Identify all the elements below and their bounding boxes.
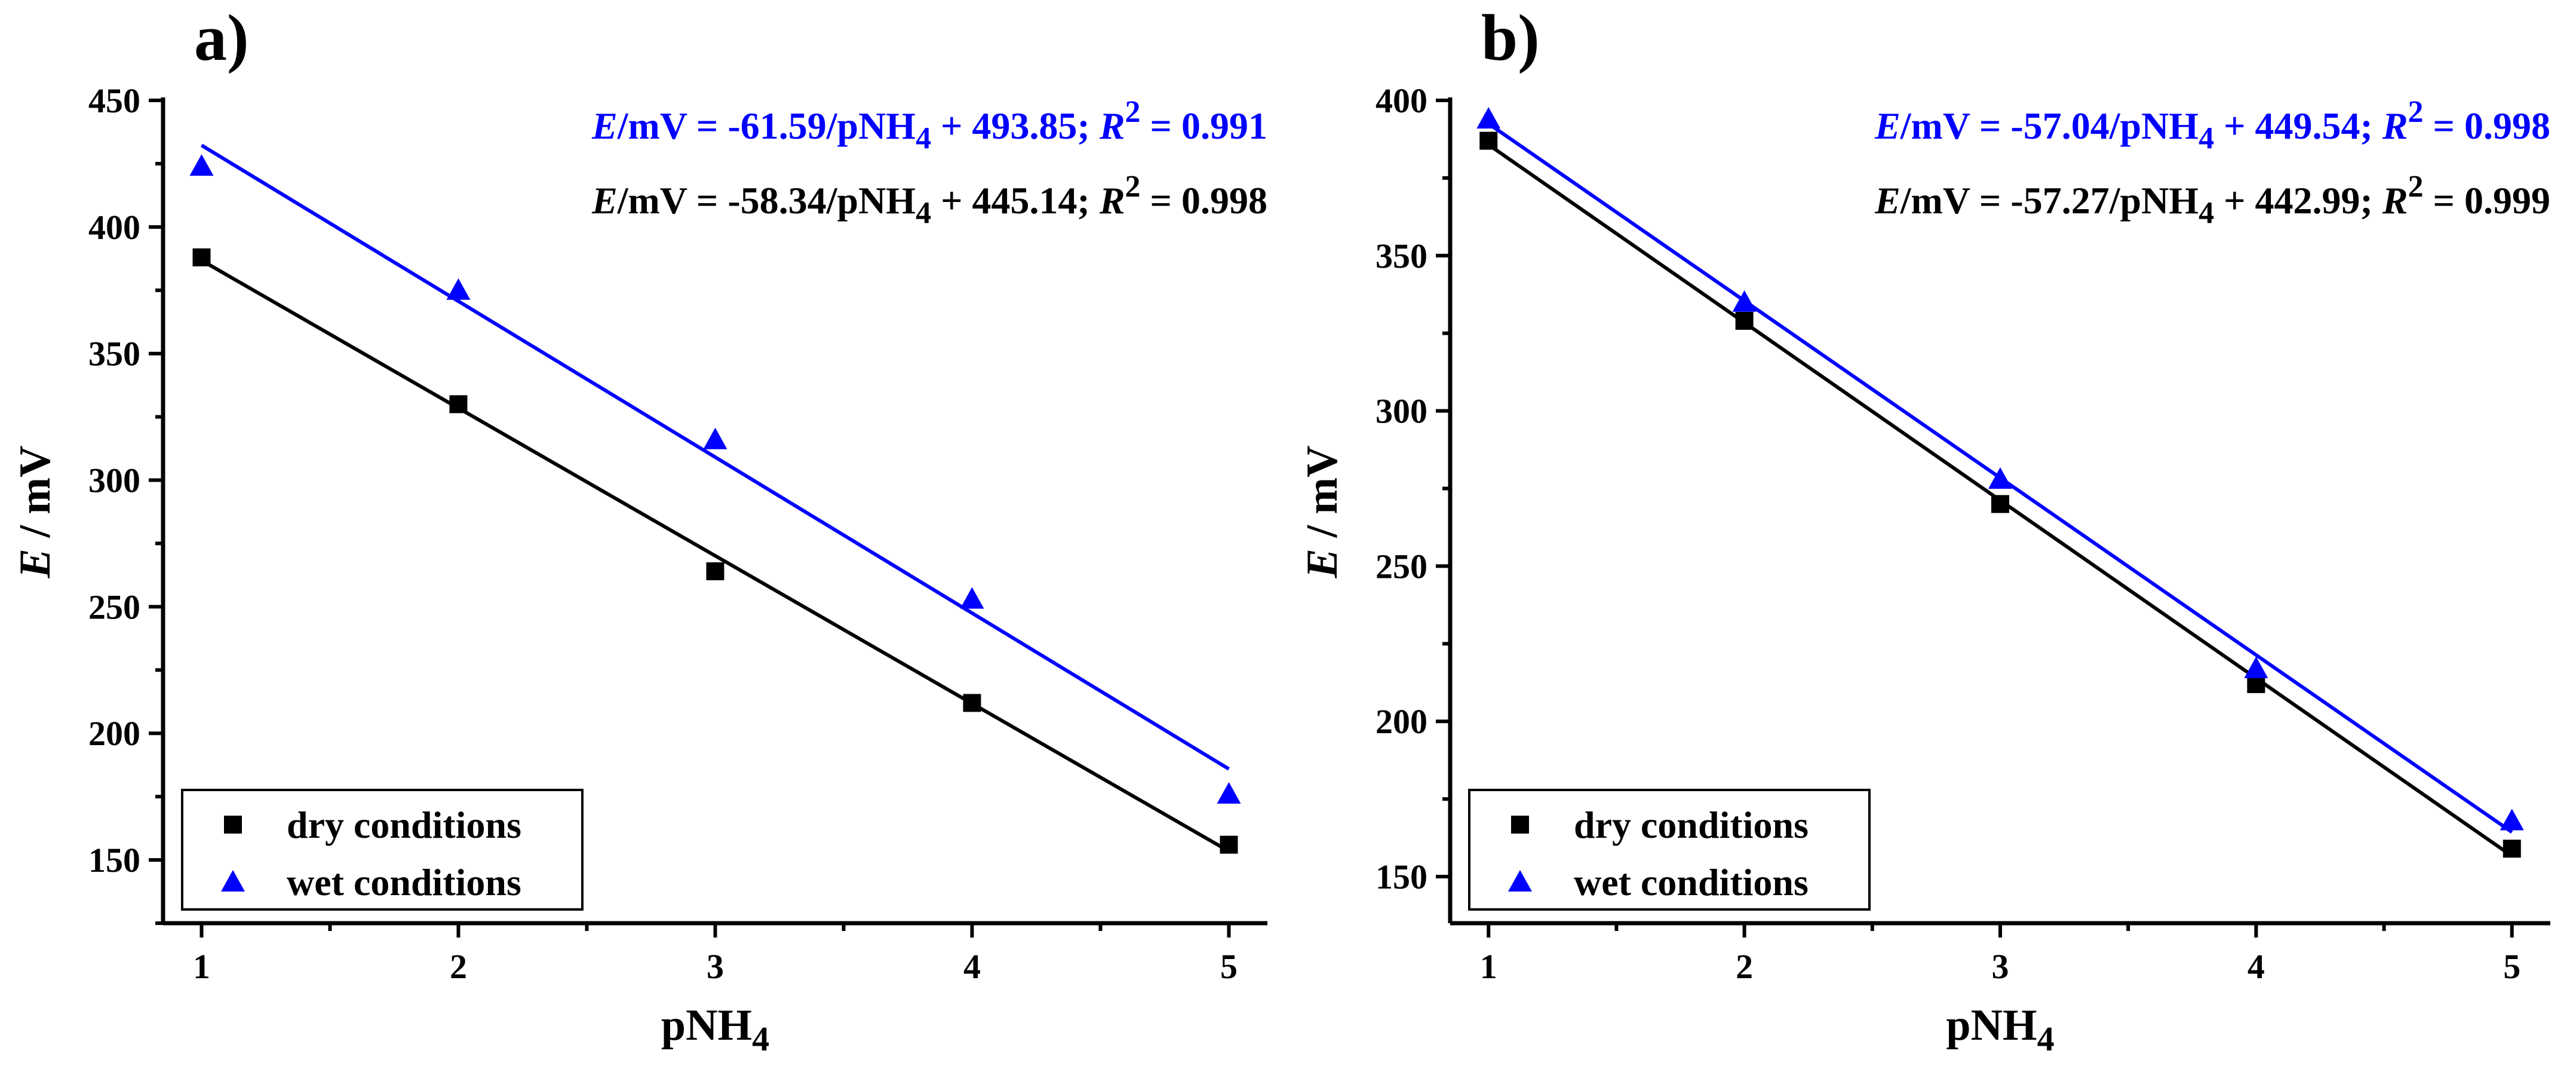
data-point <box>1220 835 1238 854</box>
x-axis-title: pNH4 <box>1946 1001 2054 1058</box>
data-point <box>2503 840 2521 858</box>
y-tick-label: 200 <box>1375 702 1427 741</box>
y-tick-label: 150 <box>1375 857 1427 896</box>
y-tick-label: 400 <box>1375 81 1427 120</box>
regression-equation: E/mV = -57.27/pNH4 + 442.99; R2 = 0.999 <box>1874 170 2550 230</box>
x-tick-label: 5 <box>2503 947 2520 986</box>
legend-marker <box>1508 870 1532 892</box>
data-point <box>189 154 214 176</box>
regression-equation: E/mV = -57.04/pNH4 + 449.54; R2 = 0.998 <box>1874 95 2550 155</box>
data-point <box>1735 311 1754 330</box>
data-point <box>1217 782 1241 804</box>
y-tick-label: 200 <box>88 714 140 753</box>
data-point <box>1991 495 2009 513</box>
x-tick-label: 4 <box>2248 947 2265 986</box>
x-tick-label: 2 <box>450 947 467 986</box>
data-point <box>1479 131 1498 150</box>
y-tick-label: 300 <box>1375 392 1427 431</box>
x-axis-title: pNH4 <box>661 1001 769 1058</box>
legend <box>181 789 584 911</box>
regression-equation: E/mV = -61.59/pNH4 + 493.85; R2 = 0.991 <box>591 95 1267 155</box>
data-point <box>1476 107 1501 129</box>
panel-label: a) <box>194 1 249 74</box>
y-tick-label: 250 <box>88 587 140 626</box>
fit-line <box>200 143 1230 771</box>
fit-line <box>201 259 1230 853</box>
x-tick-label: 1 <box>193 947 210 986</box>
legend-label: wet conditions <box>287 861 521 903</box>
panel-b: 1 2 3 4 5 150 200 250 300 350 400 b) pNH4 E / mV E/mV … <box>1298 1 2550 1058</box>
data-point <box>963 694 981 712</box>
y-axis-title: E / mV <box>1298 445 1347 578</box>
y-axis-title: E / mV <box>11 445 60 578</box>
legend-marker <box>221 870 245 892</box>
x-tick-label: 3 <box>707 947 724 986</box>
y-tick-label: 350 <box>1375 237 1427 275</box>
x-tick-label: 2 <box>1736 947 1753 986</box>
panel-label: b) <box>1481 1 1540 74</box>
y-tick-label: 350 <box>88 335 140 373</box>
data-point <box>446 278 471 300</box>
legend-label: dry conditions <box>287 804 521 846</box>
y-tick-label: 250 <box>1375 547 1427 586</box>
y-tick-label: 450 <box>88 81 140 120</box>
legend-marker <box>224 816 242 834</box>
data-point <box>1988 467 2012 489</box>
data-point <box>449 395 468 413</box>
legend-label: dry conditions <box>1574 804 1809 846</box>
legend-marker <box>1511 816 1529 834</box>
x-tick-label: 4 <box>963 947 981 986</box>
panel-a: 1 2 3 4 5 150 200 250 300 350 400 450 a) pNH4 E / mV E/… <box>11 1 1267 1058</box>
legend-label: wet conditions <box>1574 861 1809 903</box>
data-point <box>192 248 211 267</box>
legend <box>1468 789 1871 911</box>
x-tick-label: 1 <box>1480 947 1497 986</box>
data-point <box>2244 656 2268 678</box>
y-tick-label: 300 <box>88 461 140 500</box>
x-tick-label: 5 <box>1220 947 1238 986</box>
x-tick-label: 3 <box>1992 947 2009 986</box>
y-tick-label: 400 <box>88 208 140 247</box>
data-point <box>1732 290 1757 312</box>
data-point <box>703 427 727 449</box>
data-point <box>2500 808 2524 831</box>
y-tick-label: 150 <box>88 841 140 880</box>
data-point <box>706 562 724 581</box>
regression-equation: E/mV = -58.34/pNH4 + 445.14; R2 = 0.998 <box>591 170 1267 230</box>
data-point <box>960 587 984 609</box>
